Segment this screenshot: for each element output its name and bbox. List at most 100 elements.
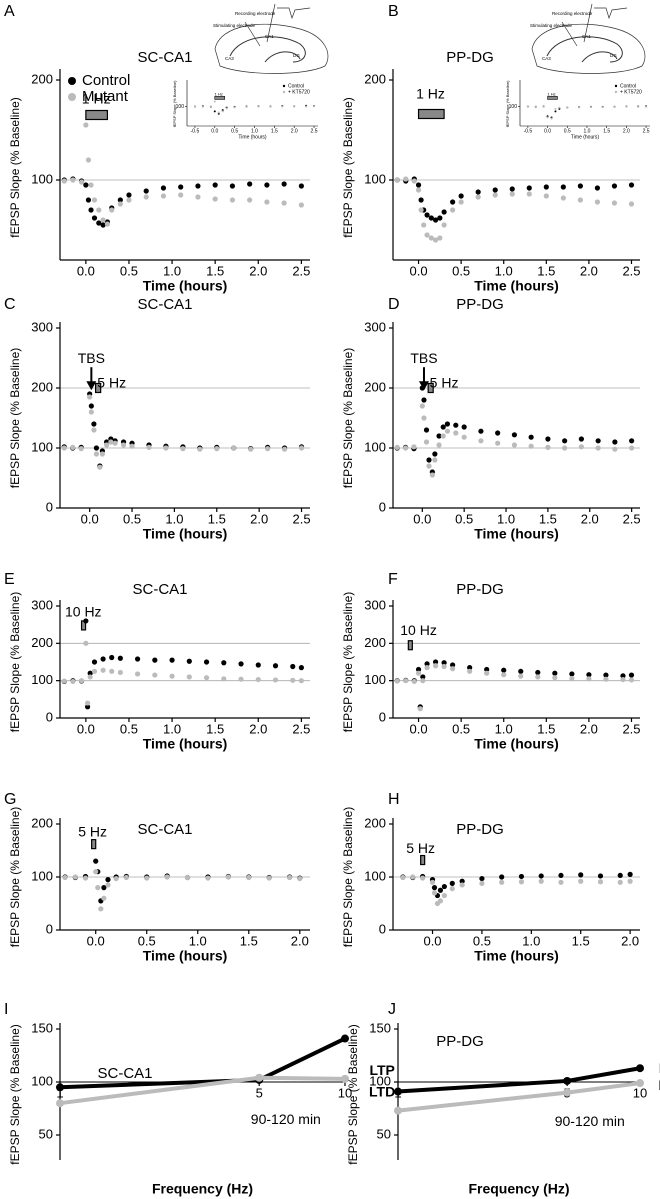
data-point (578, 444, 584, 450)
y-axis-label: fEPSP Slope (% Baseline) (341, 348, 355, 489)
data-point (542, 105, 545, 108)
data-point (229, 197, 236, 203)
data-point (450, 666, 456, 672)
y-tick-label: 0 (379, 709, 386, 724)
y-tick-label: 100 (364, 439, 386, 454)
data-point (461, 434, 467, 440)
data-point (61, 678, 67, 684)
y-tick-label: 50 (39, 1126, 53, 1141)
legend-label: Control (620, 83, 636, 89)
chart-title: SC-CA1 (132, 581, 187, 598)
stimulus-bar (214, 96, 226, 100)
data-point (444, 428, 451, 434)
data-point (212, 196, 218, 202)
x-tick-label: 1.5 (240, 933, 258, 948)
annotation: 90-120 min (555, 1113, 625, 1129)
data-point (104, 221, 111, 227)
x-tick-label: 0.5 (455, 511, 473, 526)
panel-label: I (4, 1001, 8, 1018)
data-point (432, 663, 439, 669)
data-point (105, 877, 111, 883)
data-point (645, 105, 648, 108)
data-point (601, 106, 604, 109)
stimulus-bar (427, 382, 434, 394)
trace (277, 7, 311, 20)
data-point (459, 882, 465, 888)
diagram-label: CA1 (582, 34, 591, 39)
data-point (528, 434, 534, 440)
data-point (217, 111, 220, 114)
data-point (255, 676, 261, 683)
y-axis-label: fEPSP Slope (% Baseline) (8, 97, 22, 238)
data-point (586, 672, 592, 678)
y-tick-label: 0 (46, 499, 53, 514)
x-tick-label: 5 (256, 1085, 263, 1100)
data-point (569, 675, 575, 682)
data-point (612, 439, 618, 445)
annotation: LTD (658, 1077, 660, 1093)
panel-label: F (388, 571, 398, 588)
x-tick-label: 0.5 (452, 263, 470, 278)
x-tick-label: 2.5 (623, 511, 641, 526)
x-tick-label: 0.0 (87, 933, 105, 948)
data-point (453, 430, 459, 436)
y-tick-label: 200 (31, 815, 53, 830)
data-point (126, 197, 132, 203)
data-point (213, 100, 216, 103)
hippocampus-diagram: Recording electrode Stimulating electrode… (213, 3, 329, 74)
data-point (100, 222, 106, 228)
data-point (197, 446, 203, 452)
data-point (479, 875, 485, 882)
data-point (423, 439, 430, 445)
data-point (597, 879, 604, 885)
data-point (432, 237, 439, 243)
x-axis-label: Time (hours) (474, 526, 559, 542)
data-point (101, 885, 107, 891)
data-point (577, 197, 583, 203)
y-tick-label: 300 (364, 319, 386, 334)
data-point (509, 191, 515, 197)
legend-marker (68, 93, 76, 101)
data-point (424, 212, 430, 218)
data-point (492, 192, 498, 198)
data-point (501, 672, 507, 678)
electrode (244, 21, 261, 47)
x-tick-label: 0.5 (120, 721, 138, 736)
annotation: 1 Hz (82, 91, 111, 107)
x-tick-label: 2.5 (292, 721, 310, 736)
x-tick-label: 0.0 (413, 511, 431, 526)
data-point (563, 1076, 572, 1085)
series-line (397, 1081, 641, 1113)
x-tick-label: 2.0 (249, 263, 267, 278)
data-point (578, 878, 584, 884)
data-point (83, 182, 89, 188)
data-point (538, 873, 544, 879)
data-point (186, 674, 192, 680)
data-point (105, 882, 111, 888)
data-point (499, 879, 505, 885)
inset-frame (169, 76, 320, 140)
chart-title: PP-DG (456, 821, 504, 838)
data-point (290, 663, 296, 670)
x-tick-label: 1.5 (271, 128, 278, 134)
data-point (123, 874, 129, 881)
data-point (552, 675, 558, 681)
panel-label: C (4, 296, 16, 313)
data-point (546, 116, 549, 119)
panel-label: J (388, 1001, 396, 1018)
data-point (636, 1064, 644, 1073)
legend-marker (282, 90, 286, 94)
data-point (164, 874, 170, 880)
data-point (420, 678, 426, 684)
data-point (450, 199, 456, 205)
data-point (535, 674, 541, 680)
data-point (394, 678, 400, 684)
data-point (84, 700, 91, 706)
data-point (440, 433, 446, 439)
x-tick-label: 0.5 (452, 721, 470, 736)
x-tick-label: 10 (633, 1085, 647, 1100)
data-point (437, 215, 443, 221)
stimulus-bar (407, 640, 413, 651)
data-point (441, 222, 447, 228)
